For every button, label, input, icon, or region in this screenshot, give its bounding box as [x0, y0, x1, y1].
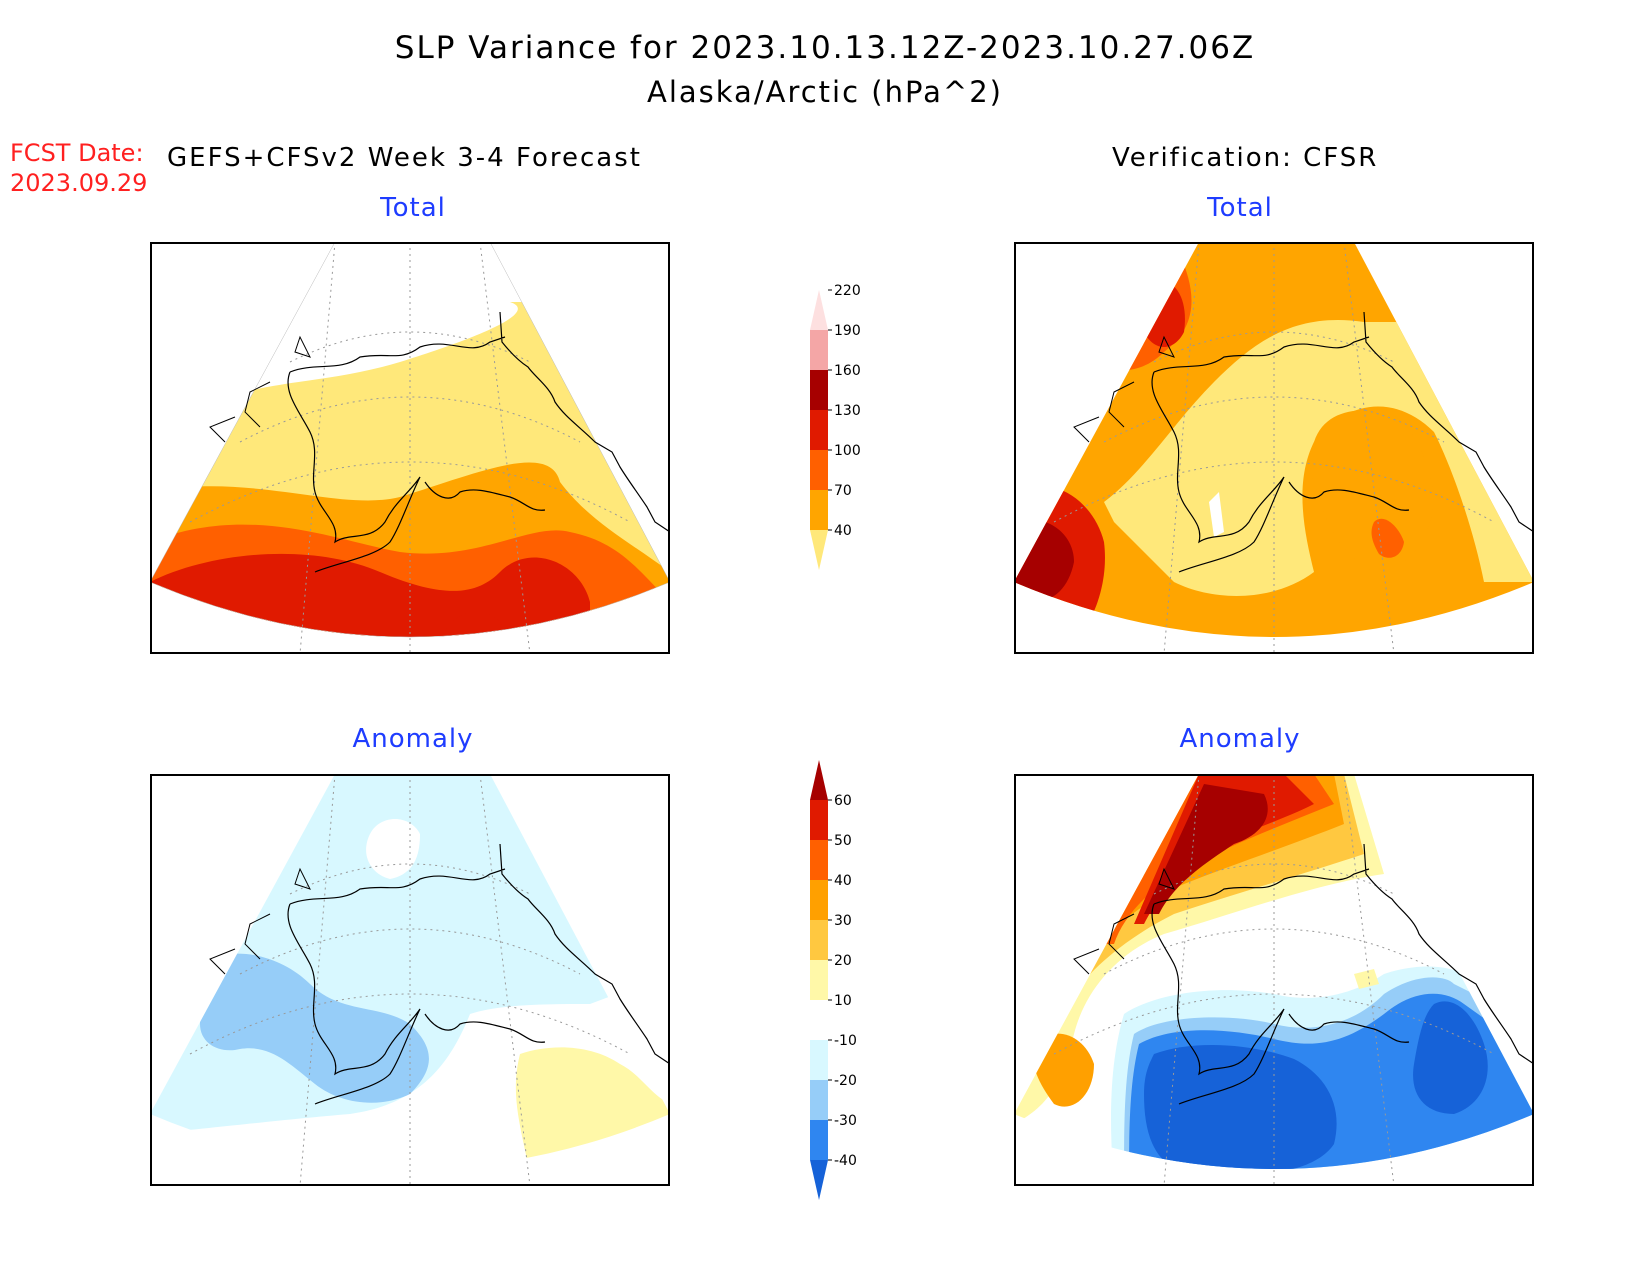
forecast-anomaly-frame	[150, 774, 670, 1186]
main-subtitle: Alaska/Arctic (hPa^2)	[647, 75, 1003, 109]
forecast-total-title: Total	[380, 193, 446, 223]
colorbar-total-label-1: 70	[834, 483, 852, 499]
main-title: SLP Variance for 2023.10.13.12Z-2023.10.…	[394, 30, 1256, 66]
colorbar-anomaly-swatch-2	[810, 1080, 828, 1120]
colorbar-anomaly-label-1: -30	[834, 1113, 857, 1129]
verification-anomaly-frame	[1014, 774, 1534, 1186]
verification-anomaly-map	[1014, 774, 1534, 1186]
colorbar-anomaly-swatch-7	[810, 880, 828, 920]
colorbar-total-label-3: 130	[834, 403, 861, 419]
colorbar-total-label-0: 40	[834, 523, 852, 539]
colorbar-total-swatch-3	[810, 410, 828, 450]
colorbar-anomaly-label-0: -40	[834, 1153, 857, 1169]
forecast-anomaly-title: Anomaly	[352, 724, 474, 754]
colorbar-anomaly-swatch-3	[810, 1040, 828, 1080]
colorbar-anomaly-label-7: 40	[834, 873, 852, 889]
colorbar-total-label-2: 100	[834, 443, 861, 459]
colorbar-anomaly-swatch-6	[810, 920, 828, 960]
colorbar-total: 40 70 100 130 160 190 220	[810, 283, 861, 570]
verification-header: Verification: CFSR	[1112, 143, 1379, 173]
colorbar-anomaly-label-4: 10	[834, 993, 852, 1009]
colorbar-anomaly-label-6: 30	[834, 913, 852, 929]
colorbar-anomaly-label-8: 50	[834, 833, 852, 849]
colorbar-total-swatch-5	[810, 330, 828, 370]
colorbar-anomaly-label-2: -20	[834, 1073, 857, 1089]
colorbar-total-label-5: 190	[834, 323, 861, 339]
colorbar-anomaly-swatch-0	[810, 1160, 828, 1200]
colorbar-total-swatch-4	[810, 370, 828, 410]
colorbar-anomaly-label-5: 20	[834, 953, 852, 969]
colorbar-anomaly-label-3: -10	[834, 1033, 857, 1049]
verification-total-title: Total	[1207, 193, 1273, 223]
colorbar-anomaly-swatch-8	[810, 840, 828, 880]
colorbar-anomaly-label-9: 60	[834, 793, 852, 809]
forecast-total-map	[150, 242, 670, 654]
colorbar-anomaly-swatch-4	[810, 1000, 828, 1040]
colorbar-total-swatch-6	[810, 290, 828, 330]
colorbar-total-swatch-1	[810, 490, 828, 530]
colorbar-anomaly-swatch-9	[810, 800, 828, 840]
colorbar-anomaly-swatch-5	[810, 960, 828, 1000]
colorbar-anomaly-swatch-1	[810, 1120, 828, 1160]
fcst-date-value: 2023.09.29	[10, 169, 148, 197]
colorbar-total-swatch-2	[810, 450, 828, 490]
colorbar-anomaly-swatch-10	[810, 760, 828, 800]
colorbar-anomaly: -40 -30 -20 -10 10 20 30 40 50 60	[810, 760, 857, 1200]
forecast-total-frame	[150, 242, 670, 654]
forecast-header: GEFS+CFSv2 Week 3-4 Forecast	[167, 143, 642, 173]
fcst-date: FCST Date: 2023.09.29	[10, 138, 147, 198]
colorbar-total-swatch-0	[810, 530, 828, 570]
verification-anomaly-title: Anomaly	[1179, 724, 1301, 754]
forecast-anomaly-map	[150, 774, 670, 1186]
colorbar-total-label-6: 220	[834, 283, 861, 299]
colorbar-total-label-4: 160	[834, 363, 861, 379]
verification-total-frame	[1014, 242, 1534, 654]
verification-total-map	[1014, 242, 1534, 654]
fcst-date-label: FCST Date:	[10, 139, 144, 167]
